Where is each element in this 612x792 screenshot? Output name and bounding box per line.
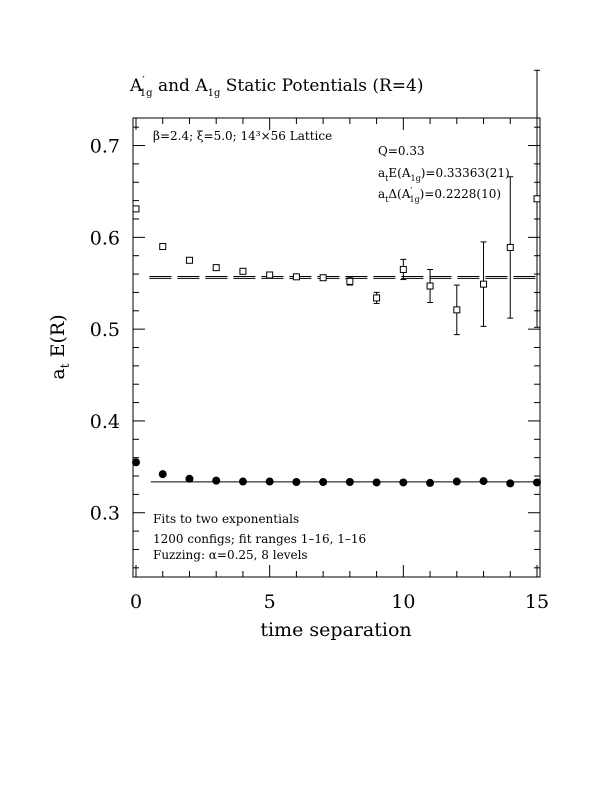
data-point-square [159,243,167,251]
data-point-circle [372,478,381,487]
data-point-square [239,267,247,275]
y-tick-label: 0.5 [90,319,120,341]
data-point-square [533,195,541,203]
data-point-square [399,265,407,273]
data-point-square [426,282,434,290]
data-points [132,69,541,488]
data-point-square [480,280,488,288]
fit-annotation-3: Fuzzing: α=0.25, 8 levels [153,548,308,562]
fit-annotation-1: Fits to two exponentials [153,512,299,526]
fit-annotation-2: 1200 configs; fit ranges 1–16, 1–16 [153,532,366,546]
data-point-circle [479,477,488,486]
data-point-square [212,264,220,272]
y-axis-label: at E(R) [47,314,72,379]
data-point-circle [399,478,408,487]
data-point-square [373,294,381,302]
data-point-circle [452,477,461,486]
x-tick-label: 0 [130,591,142,613]
x-tick-label: 10 [391,591,415,613]
data-point-circle [426,478,435,487]
y-tick-label: 0.4 [90,411,120,433]
chart-title: A′ 1g and A1g Static Potentials (R=4) [129,74,424,99]
x-tick-label: 5 [264,591,276,613]
data-point-circle [132,458,140,467]
y-tick-label: 0.6 [90,227,120,249]
y-tick-label: 0.7 [90,136,120,158]
data-point-circle [292,477,301,486]
axis-tick-labels: 0 5 10 15 0.3 0.4 0.5 0.6 0.7 [90,136,549,613]
data-point-circle [345,477,354,486]
data-point-square [506,243,514,251]
data-point-circle [158,470,167,479]
data-point-square [266,271,274,279]
data-point-square [453,306,461,314]
q-annotation: Q=0.33 [378,144,425,158]
data-point-square [132,205,140,213]
energy-annotation: atE(A1g)=0.33363(21) [378,166,510,183]
y-tick-label: 0.3 [90,503,120,525]
x-axis-label: time separation [260,619,411,641]
data-point-circle [533,478,541,487]
data-point-circle [319,477,328,486]
data-point-square [292,273,300,281]
fit-lines [149,276,539,483]
data-point-square [346,277,354,285]
data-point-square [185,256,193,264]
data-point-square [319,274,327,282]
lattice-annotation: β=2.4; ξ=5.0; 14³×56 Lattice [153,129,332,143]
data-point-circle [212,476,221,485]
x-tick-label: 15 [525,591,549,613]
data-point-circle [506,479,515,488]
delta-annotation: atΔ(A′ 1g)=0.2228(10) [378,187,501,204]
data-point-circle [238,477,247,486]
data-point-circle [185,474,194,483]
data-point-circle [265,477,274,486]
